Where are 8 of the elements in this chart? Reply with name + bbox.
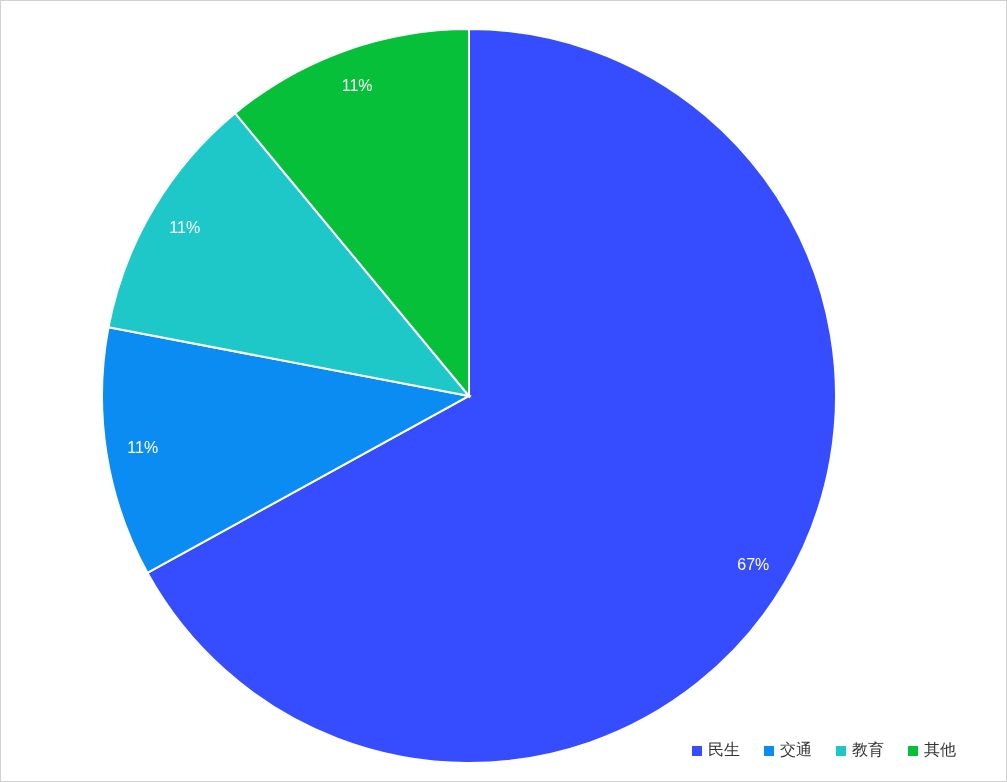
data-label: 11% — [341, 76, 373, 94]
legend-label: 交通 — [779, 740, 812, 760]
legend-label: 民生 — [707, 740, 740, 760]
data-label: 11% — [127, 439, 159, 457]
data-label: 11% — [169, 219, 201, 237]
legend-label: 其他 — [923, 740, 956, 760]
legend-label: 教育 — [851, 740, 884, 760]
data-label: 67% — [737, 555, 770, 573]
